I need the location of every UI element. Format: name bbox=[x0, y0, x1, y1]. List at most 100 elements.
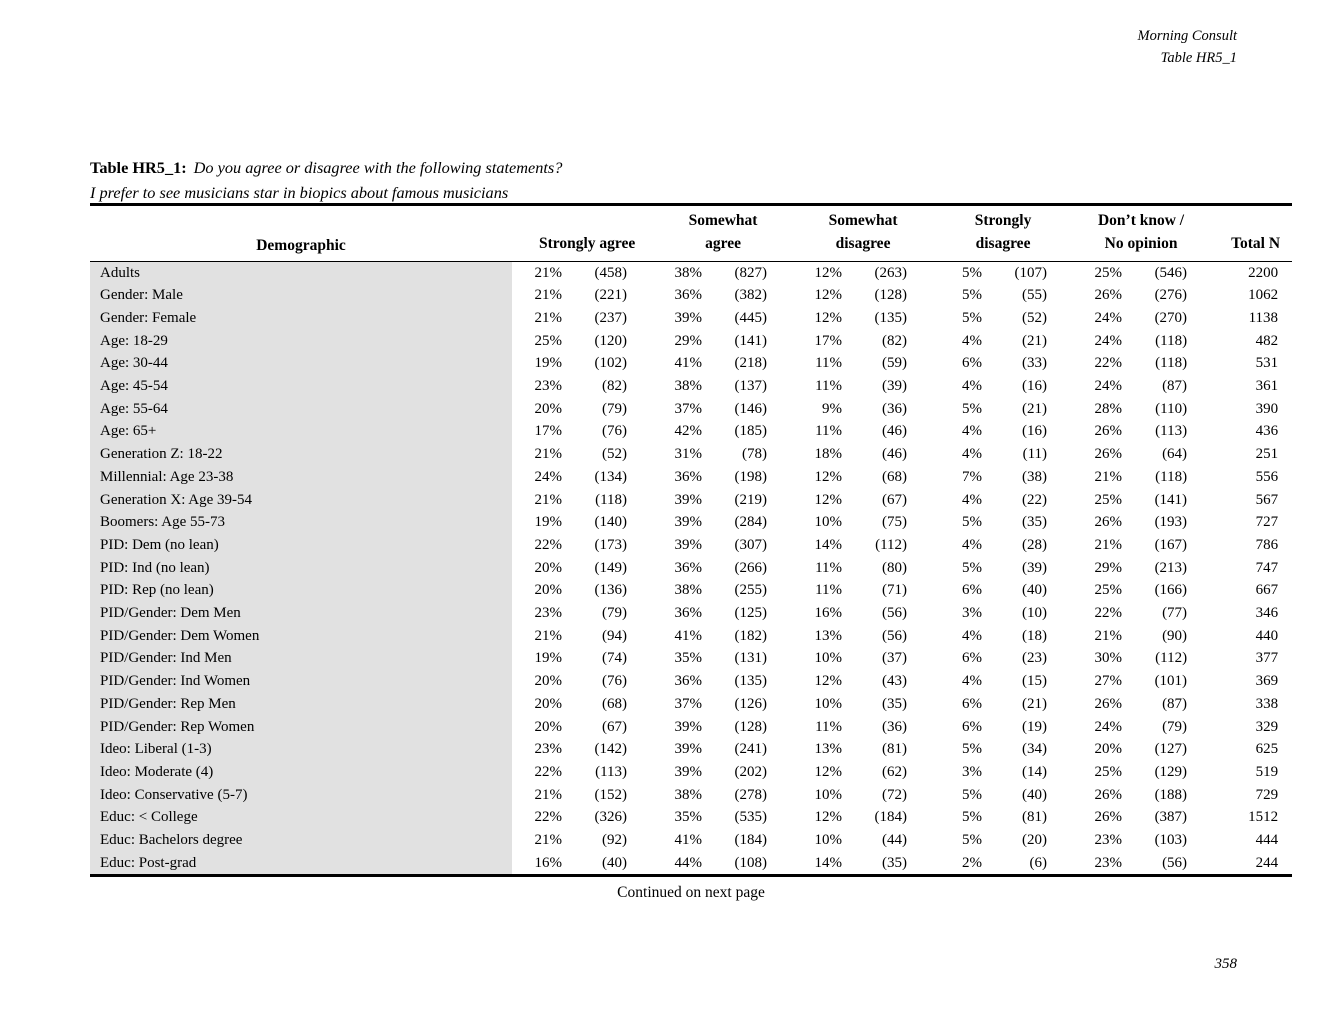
dont-know-n: (387) bbox=[1154, 809, 1188, 826]
strongly-agree-n: (76) bbox=[602, 673, 628, 690]
strongly-agree-n: (94) bbox=[602, 627, 628, 644]
row-label: Ideo: Conservative (5-7) bbox=[90, 783, 512, 807]
row-label: PID/Gender: Dem Women bbox=[90, 624, 512, 648]
strongly-disagree-n: (16) bbox=[1022, 423, 1048, 440]
table-row: Millennial: Age 23-38 24% (134) 36% (198) 12%… bbox=[90, 465, 1292, 489]
somewhat-agree-n: (255) bbox=[734, 582, 768, 599]
strongly-disagree-pct: 6% bbox=[962, 695, 983, 712]
dont-know-n: (276) bbox=[1154, 287, 1188, 304]
somewhat-disagree-pct: 12% bbox=[814, 468, 843, 485]
row-label: Age: 65+ bbox=[90, 420, 512, 444]
somewhat-agree-n: (218) bbox=[734, 355, 768, 372]
somewhat-agree-pct: 35% bbox=[674, 650, 703, 667]
somewhat-agree-pct: 41% bbox=[674, 627, 703, 644]
total-n: 390 bbox=[1255, 400, 1279, 417]
somewhat-agree-pct: 38% bbox=[674, 582, 703, 599]
somewhat-disagree-n: (36) bbox=[882, 718, 908, 735]
total-n: 436 bbox=[1255, 423, 1279, 440]
somewhat-disagree-pct: 17% bbox=[814, 332, 843, 349]
strongly-disagree-pct: 4% bbox=[962, 627, 983, 644]
somewhat-agree-n: (284) bbox=[734, 514, 768, 531]
table-title-label: Table HR5_1: bbox=[90, 158, 187, 177]
somewhat-agree-pct: 39% bbox=[674, 491, 703, 508]
dont-know-n: (546) bbox=[1154, 264, 1188, 281]
strongly-disagree-n: (40) bbox=[1022, 582, 1048, 599]
somewhat-disagree-n: (37) bbox=[882, 650, 908, 667]
strongly-disagree-pct: 5% bbox=[962, 287, 983, 304]
row-label: PID: Ind (no lean) bbox=[90, 556, 512, 580]
strongly-disagree-pct: 3% bbox=[962, 605, 983, 622]
column-header-somewhat-agree: Somewhat agree bbox=[627, 206, 768, 262]
strongly-agree-pct: 21% bbox=[534, 287, 563, 304]
table-row: Age: 30-44 19% (102) 41% (218) 11% (59) 6% (33) 2… bbox=[90, 352, 1292, 376]
total-n: 729 bbox=[1255, 786, 1279, 803]
strongly-agree-pct: 20% bbox=[534, 559, 563, 576]
somewhat-agree-n: (146) bbox=[734, 400, 768, 417]
somewhat-agree-n: (141) bbox=[734, 332, 768, 349]
somewhat-disagree-pct: 14% bbox=[814, 536, 843, 553]
dont-know-n: (166) bbox=[1154, 582, 1188, 599]
somewhat-agree-pct: 39% bbox=[674, 309, 703, 326]
strongly-agree-pct: 20% bbox=[534, 673, 563, 690]
somewhat-agree-pct: 39% bbox=[674, 536, 703, 553]
dont-know-n: (213) bbox=[1154, 559, 1188, 576]
strongly-disagree-pct: 6% bbox=[962, 718, 983, 735]
strongly-disagree-pct: 5% bbox=[962, 832, 983, 849]
table-row: Ideo: Moderate (4) 22% (113) 39% (202) 12% (62… bbox=[90, 760, 1292, 784]
dont-know-n: (77) bbox=[1162, 605, 1188, 622]
strongly-disagree-n: (33) bbox=[1022, 355, 1048, 372]
dont-know-n: (118) bbox=[1155, 355, 1188, 372]
somewhat-disagree-n: (35) bbox=[882, 695, 908, 712]
somewhat-agree-pct: 42% bbox=[674, 423, 703, 440]
table-row: PID/Gender: Rep Men 20% (68) 37% (126) 10% (35… bbox=[90, 692, 1292, 716]
total-n: 2200 bbox=[1248, 264, 1279, 281]
column-header-dont-know-no-opinion: Don’t know / No opinion bbox=[1047, 206, 1188, 262]
row-label: PID/Gender: Dem Men bbox=[90, 602, 512, 625]
somewhat-disagree-pct: 11% bbox=[815, 582, 843, 599]
strongly-agree-n: (142) bbox=[594, 741, 628, 758]
data-table: Demographic Strongly agree Somewhat agre… bbox=[90, 206, 1293, 875]
strongly-agree-pct: 21% bbox=[534, 832, 563, 849]
strongly-disagree-n: (21) bbox=[1022, 695, 1048, 712]
somewhat-disagree-pct: 10% bbox=[814, 832, 843, 849]
somewhat-disagree-pct: 12% bbox=[814, 673, 843, 690]
somewhat-agree-n: (445) bbox=[734, 309, 768, 326]
strongly-disagree-n: (14) bbox=[1022, 763, 1048, 780]
somewhat-agree-n: (184) bbox=[734, 832, 768, 849]
strongly-agree-n: (68) bbox=[602, 695, 628, 712]
somewhat-disagree-n: (46) bbox=[882, 446, 908, 463]
table-row: Ideo: Conservative (5-7) 21% (152) 38% (278)… bbox=[90, 783, 1292, 807]
somewhat-disagree-n: (36) bbox=[882, 400, 908, 417]
somewhat-agree-n: (125) bbox=[734, 605, 768, 622]
strongly-agree-pct: 21% bbox=[534, 491, 563, 508]
strongly-agree-pct: 23% bbox=[534, 605, 563, 622]
column-header-line1: Somewhat bbox=[828, 211, 898, 229]
total-n: 519 bbox=[1255, 763, 1279, 780]
dont-know-n: (87) bbox=[1162, 695, 1188, 712]
dont-know-pct: 26% bbox=[1094, 786, 1123, 803]
dont-know-pct: 30% bbox=[1094, 650, 1123, 667]
strongly-agree-n: (102) bbox=[594, 355, 628, 372]
row-label: PID/Gender: Ind Women bbox=[90, 670, 512, 693]
somewhat-disagree-n: (128) bbox=[874, 287, 908, 304]
row-label: Generation X: Age 39-54 bbox=[90, 488, 512, 512]
total-n: 329 bbox=[1255, 718, 1279, 735]
table-header: Demographic Strongly agree Somewhat agre… bbox=[90, 206, 1293, 262]
strongly-agree-n: (221) bbox=[594, 287, 628, 304]
somewhat-agree-pct: 38% bbox=[674, 786, 703, 803]
table-row: Gender: Male 21% (221) 36% (382) 12% (128) 5% (5… bbox=[90, 284, 1292, 307]
dont-know-pct: 22% bbox=[1094, 605, 1123, 622]
strongly-agree-pct: 21% bbox=[534, 786, 563, 803]
strongly-agree-pct: 19% bbox=[534, 650, 563, 667]
dont-know-n: (103) bbox=[1154, 832, 1188, 849]
strongly-disagree-n: (22) bbox=[1022, 491, 1048, 508]
strongly-agree-pct: 23% bbox=[534, 378, 563, 395]
somewhat-disagree-n: (39) bbox=[882, 378, 908, 395]
somewhat-agree-pct: 41% bbox=[674, 355, 703, 372]
dont-know-pct: 25% bbox=[1094, 264, 1123, 281]
row-label: Educ: Post-grad bbox=[90, 851, 512, 875]
strongly-agree-n: (118) bbox=[595, 491, 628, 508]
somewhat-agree-pct: 37% bbox=[674, 695, 703, 712]
somewhat-agree-pct: 37% bbox=[674, 400, 703, 417]
somewhat-agree-pct: 36% bbox=[674, 468, 703, 485]
